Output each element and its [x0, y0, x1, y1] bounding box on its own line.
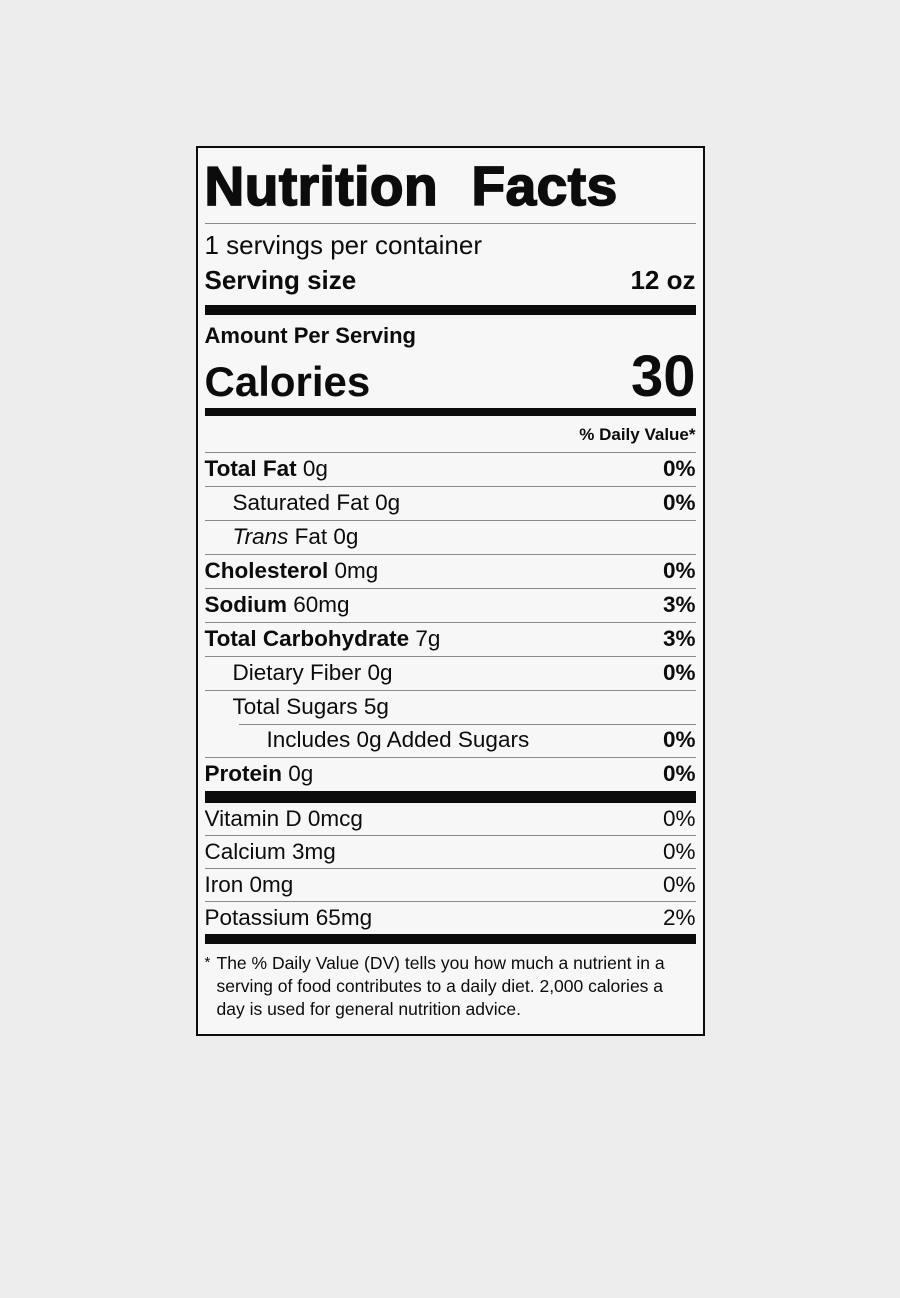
vitamin-rows: Vitamin D 0mcg 0% Calcium 3mg 0% Iron 0mg 0% P…	[204, 803, 696, 934]
nutrient-row: Saturated Fat 0g 0%	[204, 486, 696, 520]
label-title: Nutrition Facts	[204, 148, 696, 224]
calories-value: 30	[630, 344, 696, 409]
daily-value-percent: 0%	[662, 872, 696, 898]
serving-size-label: Serving size	[204, 265, 357, 295]
nutrient-name: Potassium 65mg	[204, 905, 373, 931]
nutrient-name: Calcium 3mg	[204, 839, 336, 865]
nutrient-name: Total Sugars 5g	[232, 694, 389, 720]
footnote: * The % Daily Value (DV) tells you how m…	[205, 944, 696, 1034]
daily-value-percent: 0%	[662, 761, 696, 787]
nutrient-name: Iron 0mg	[204, 872, 294, 898]
footnote-text: The % Daily Value (DV) tells you how muc…	[216, 953, 665, 1019]
footnote-asterisk: *	[204, 954, 211, 972]
daily-value-percent: 0%	[662, 660, 696, 686]
daily-value-percent: 3%	[662, 592, 696, 618]
divider-bar-thick-middle	[204, 791, 696, 804]
daily-value-percent: 0%	[662, 806, 696, 832]
daily-value-percent: 2%	[662, 905, 696, 931]
serving-size-value: 12 oz	[630, 265, 696, 295]
calories-label: Calories	[204, 358, 371, 405]
daily-value-percent: 0%	[662, 558, 696, 584]
nutrient-name: Vitamin D 0mcg	[204, 806, 363, 832]
nutrient-name: Trans Fat 0g	[232, 524, 359, 550]
daily-value-percent: 0%	[662, 839, 696, 865]
divider-bar-thick-top	[204, 305, 696, 315]
nutrient-name: Saturated Fat 0g	[232, 490, 401, 516]
divider-bar-thick-bottom	[204, 934, 696, 945]
daily-value-percent: 0%	[662, 490, 696, 516]
nutrient-name: Total Carbohydrate 7g	[204, 626, 441, 652]
nutrient-row: Total Fat 0g 0%	[204, 452, 696, 486]
divider-bar-medium	[204, 408, 696, 417]
daily-value-header: % Daily Value*	[579, 425, 696, 445]
nutrition-facts-label: Nutrition Facts 1 servings per container…	[195, 146, 705, 1037]
nutrient-row: Sodium 60mg 3%	[204, 588, 696, 622]
nutrient-name: Cholesterol 0mg	[204, 558, 379, 584]
nutrient-name: Dietary Fiber 0g	[232, 660, 393, 686]
nutrient-name: Includes 0g Added Sugars	[266, 727, 530, 753]
nutrient-row: Total Sugars 5g	[204, 690, 696, 724]
vitamin-row: Potassium 65mg 2%	[204, 901, 696, 934]
vitamin-row: Calcium 3mg 0%	[204, 835, 696, 868]
daily-value-percent: 0%	[662, 727, 696, 753]
nutrient-row: Dietary Fiber 0g 0%	[204, 656, 696, 690]
nutrient-row: Total Carbohydrate 7g 3%	[204, 622, 696, 656]
nutrient-name: Total Fat 0g	[204, 456, 328, 482]
nutrient-row: Protein 0g 0%	[204, 757, 696, 791]
nutrient-rows: Total Fat 0g 0% Saturated Fat 0g 0% Trans Fa…	[204, 452, 696, 791]
amount-per-serving-label: Amount Per Serving	[204, 323, 416, 348]
servings-per-container: 1 servings per container	[204, 230, 482, 260]
vitamin-row: Vitamin D 0mcg 0%	[205, 803, 696, 835]
nutrient-row: Cholesterol 0mg 0%	[204, 554, 696, 588]
nutrient-name: Protein 0g	[204, 761, 314, 787]
nutrient-row: Trans Fat 0g	[204, 520, 696, 554]
daily-value-percent: 3%	[662, 626, 696, 652]
calories-row: Calories 30	[204, 344, 696, 409]
serving-size-row: Serving size 12 oz	[205, 262, 696, 305]
nutrient-name: Sodium 60mg	[204, 592, 350, 618]
vitamin-row: Iron 0mg 0%	[204, 868, 696, 901]
nutrient-row: Includes 0g Added Sugars 0%	[205, 724, 696, 757]
daily-value-percent: 0%	[662, 456, 696, 482]
